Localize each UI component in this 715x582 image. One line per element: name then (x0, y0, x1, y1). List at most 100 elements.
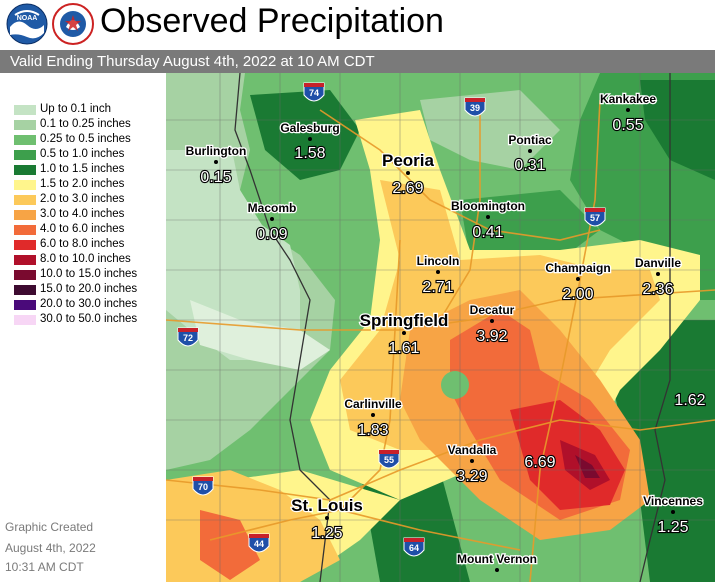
city-dot (495, 568, 499, 572)
precip-value: 1.25 (311, 525, 342, 542)
city-label: Galesburg (280, 121, 339, 135)
precip-value: 1.58 (294, 145, 325, 162)
city-label: Champaign (545, 261, 610, 275)
interstate-shield-icon: 70 (192, 476, 214, 496)
city-dot (576, 277, 580, 281)
city-label: Springfield (360, 311, 449, 330)
legend-label: 3.0 to 4.0 inches (40, 208, 125, 220)
interstate-number: 55 (384, 455, 394, 465)
interstate-shield-icon: 55 (378, 449, 400, 469)
city-label: Bloomington (451, 199, 525, 213)
city-dot (436, 270, 440, 274)
interstate-shield-icon: 57 (584, 207, 606, 227)
interstate-shield-icon: 74 (303, 82, 325, 102)
legend-swatch (14, 285, 36, 295)
legend-swatch (14, 180, 36, 190)
legend-label: 0.25 to 0.5 inches (40, 133, 131, 145)
legend-swatch (14, 165, 36, 175)
city-dot (486, 215, 490, 219)
city-dot (528, 149, 532, 153)
legend-label: Up to 0.1 inch (40, 103, 111, 115)
interstate-number: 44 (254, 539, 264, 549)
legend: Up to 0.1 inch 0.1 to 0.25 inches 0.25 to … (0, 73, 166, 582)
city-dot (214, 160, 218, 164)
legend-label: 6.0 to 8.0 inches (40, 238, 125, 250)
page-title: Observed Precipitation (100, 2, 444, 40)
created-line-3: 10:31 AM CDT (5, 560, 84, 574)
valid-time-bar: Valid Ending Thursday August 4th, 2022 a… (0, 50, 715, 73)
city-dot (270, 217, 274, 221)
legend-swatch (14, 225, 36, 235)
city-dot (325, 516, 329, 520)
value-effingham-area: 6.69 (524, 454, 555, 471)
legend-label: 4.0 to 6.0 inches (40, 223, 125, 235)
precip-value: 2.36 (642, 281, 673, 298)
legend-label: 1.5 to 2.0 inches (40, 178, 125, 190)
city-dot (371, 413, 375, 417)
nws-logo-icon (52, 3, 94, 45)
precip-value: 0.15 (200, 169, 231, 186)
city-label: Macomb (248, 201, 297, 215)
legend-swatch (14, 255, 36, 265)
city-label: Carlinville (344, 397, 402, 411)
precip-value: 1.25 (657, 519, 688, 536)
city-dot (671, 510, 675, 514)
city-label: Decatur (470, 303, 515, 317)
city-label: Danville (635, 256, 681, 270)
precip-value: 1.61 (388, 340, 419, 357)
city-label: Mount Vernon (457, 552, 537, 566)
legend-label: 30.0 to 50.0 inches (40, 313, 138, 325)
legend-swatch (14, 210, 36, 220)
legend-label: 8.0 to 10.0 inches (40, 253, 131, 265)
city-dot (470, 459, 474, 463)
legend-label: 10.0 to 15.0 inches (40, 268, 138, 280)
interstate-number: 72 (183, 333, 193, 343)
interstate-number: 74 (309, 88, 319, 98)
legend-swatch (14, 105, 36, 115)
legend-swatch (14, 150, 36, 160)
city-dot (402, 331, 406, 335)
precipitation-map: 74 39 57 72 55 70 44 64 Galesburg 1.58 Burlington… (166, 73, 715, 582)
precip-value: 3.29 (456, 468, 487, 485)
legend-swatch (14, 195, 36, 205)
created-line-2: August 4th, 2022 (5, 541, 96, 555)
city-label: Peoria (382, 151, 435, 170)
svg-text:NOAA: NOAA (17, 15, 38, 22)
precip-value: 2.69 (392, 180, 423, 197)
precip-value: 0.09 (256, 226, 287, 243)
city-label: Burlington (186, 144, 247, 158)
header: NOAA Observed Precipitation (0, 0, 715, 50)
city-dot (406, 171, 410, 175)
legend-label: 15.0 to 20.0 inches (40, 283, 138, 295)
city-label: Lincoln (417, 254, 460, 268)
precip-value: 0.55 (612, 117, 643, 134)
city-dot (490, 319, 494, 323)
city-dot (308, 137, 312, 141)
city-label: St. Louis (291, 496, 363, 515)
interstate-shield-icon: 64 (403, 537, 425, 557)
legend-label: 0.5 to 1.0 inches (40, 148, 125, 160)
precip-value: 2.71 (422, 279, 453, 296)
legend-label: 0.1 to 0.25 inches (40, 118, 131, 130)
interstate-number: 70 (198, 482, 208, 492)
city-dot (626, 108, 630, 112)
city-label: Pontiac (508, 133, 552, 147)
legend-label: 2.0 to 3.0 inches (40, 193, 125, 205)
legend-swatch (14, 270, 36, 280)
legend-swatch (14, 300, 36, 310)
precip-value: 2.00 (562, 286, 593, 303)
city-label: Vandalia (448, 443, 497, 457)
city-label: Vincennes (643, 494, 703, 508)
interstate-shield-icon: 44 (248, 533, 270, 553)
interstate-number: 57 (590, 213, 600, 223)
noaa-logo-icon: NOAA (6, 3, 48, 45)
city-dot (656, 272, 660, 276)
legend-swatch (14, 315, 36, 325)
legend-label: 20.0 to 30.0 inches (40, 298, 138, 310)
legend-swatch (14, 240, 36, 250)
precip-value: 1.83 (357, 422, 388, 439)
legend-swatch (14, 135, 36, 145)
created-line-1: Graphic Created (5, 520, 94, 534)
precip-value: 3.92 (476, 328, 507, 345)
city-label: Kankakee (600, 92, 656, 106)
